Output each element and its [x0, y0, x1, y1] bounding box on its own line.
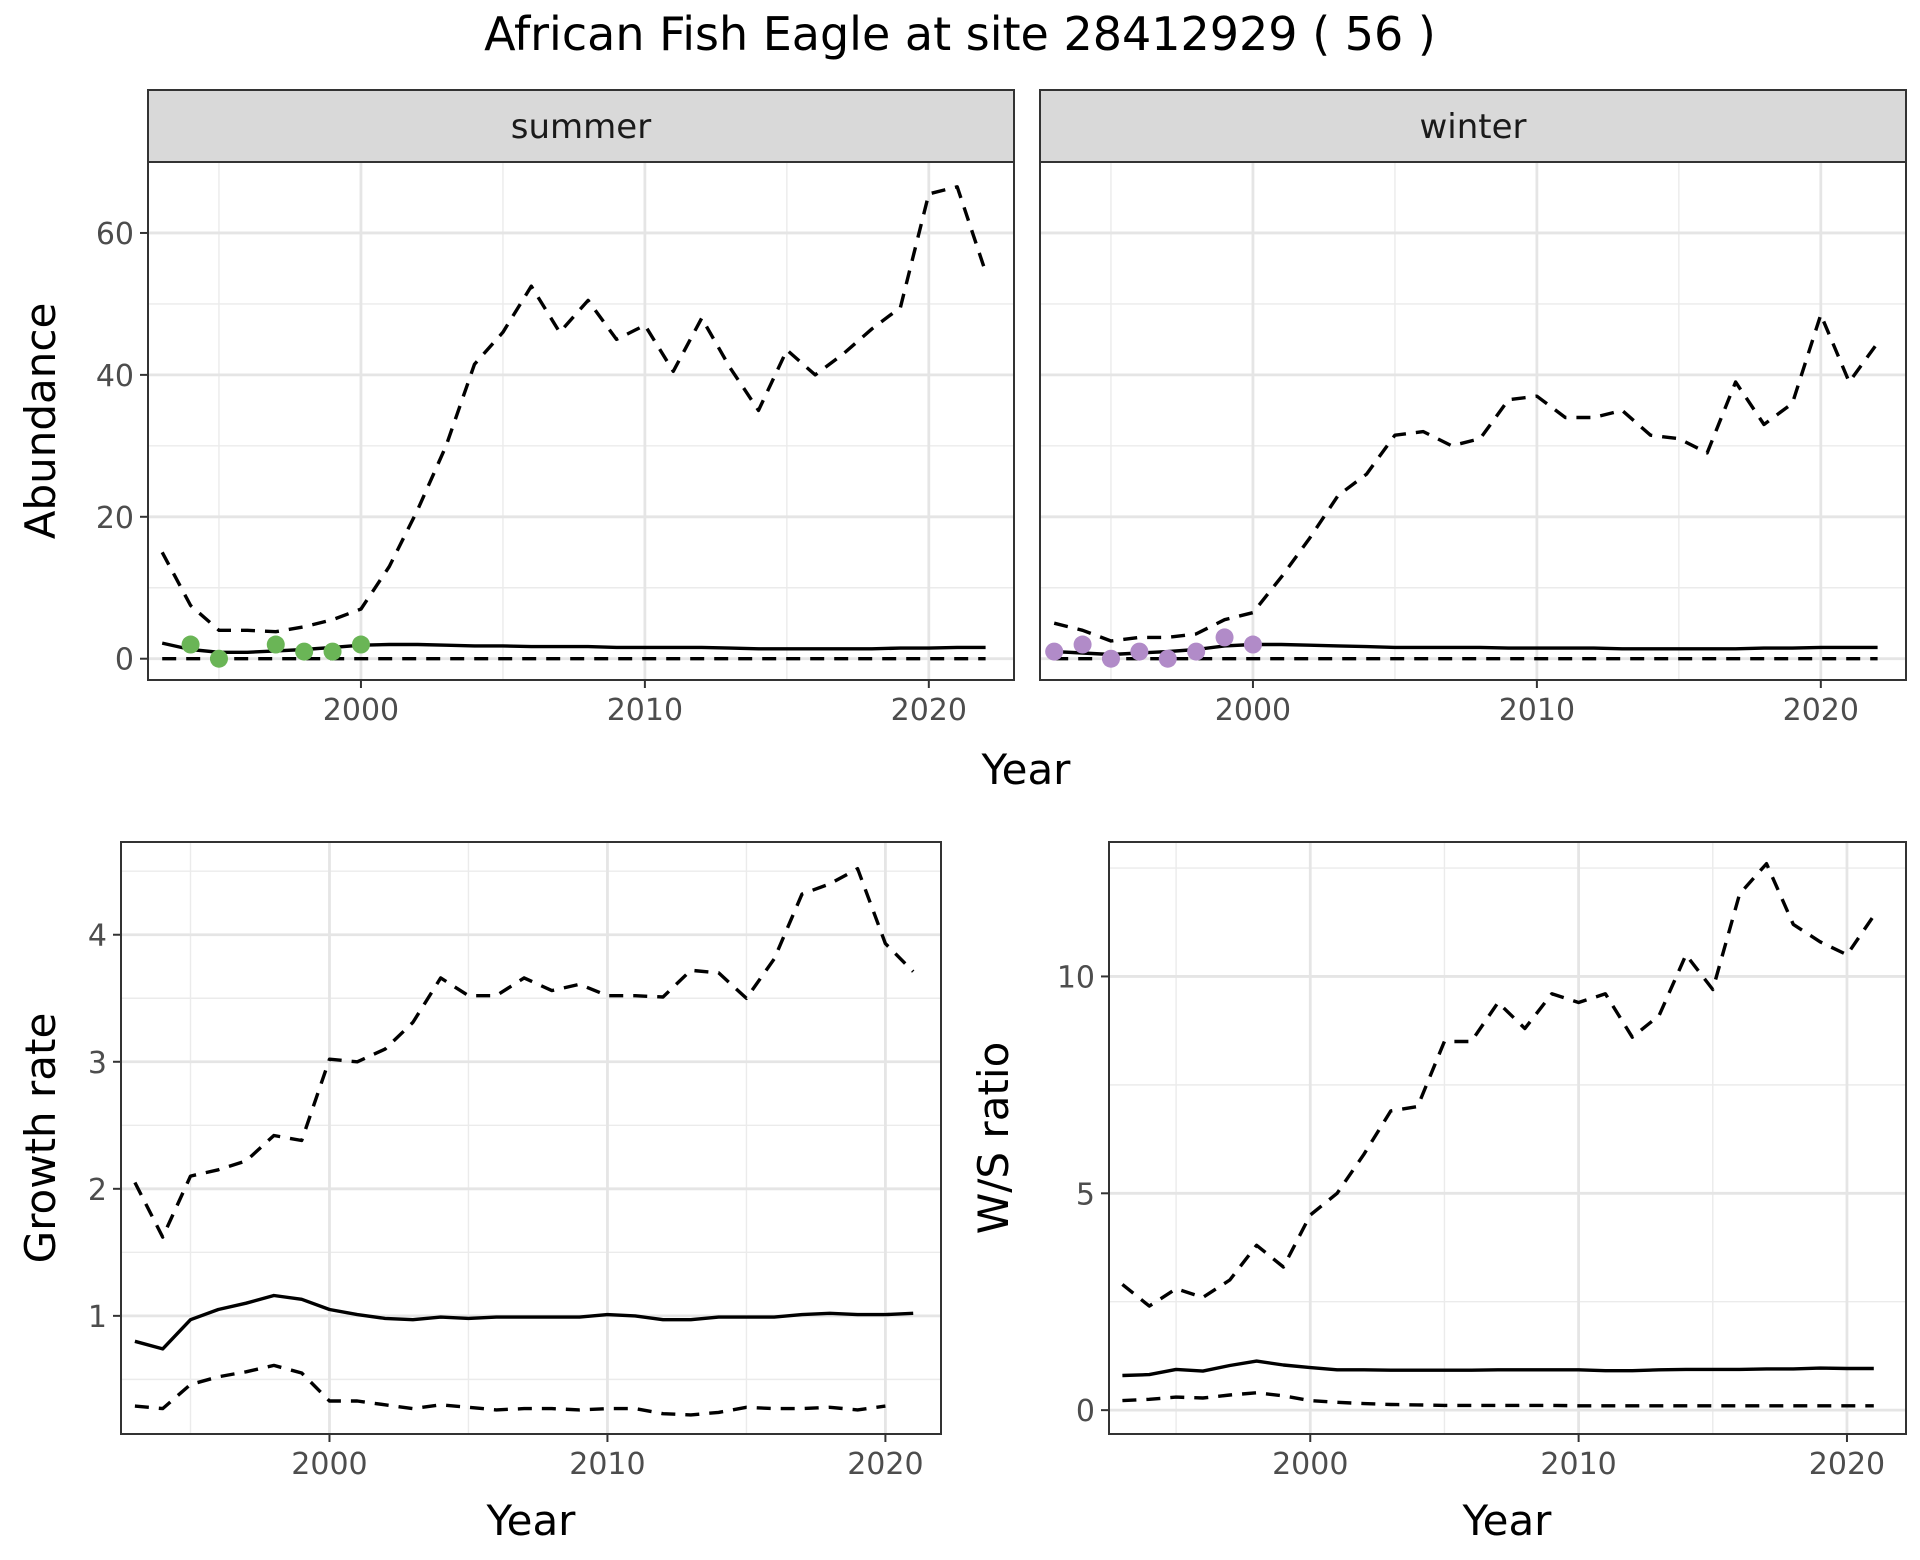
- abundance-y-axis-title: Abundance: [16, 303, 65, 540]
- growth-background: [121, 842, 941, 1434]
- growth-x-tick-label: 2010: [569, 1447, 645, 1482]
- growth-dashed-line-2: [134, 1363, 886, 1417]
- abundance-summer-observed-point: [209, 649, 228, 668]
- abundance-summer-background: [148, 162, 1014, 680]
- ratio-panel: 0 5 10 2000 2010 2020: [1057, 841, 1907, 1482]
- abundance-winter-observed-point: [1045, 642, 1064, 661]
- growth-grid: [121, 842, 941, 1434]
- growth-x-tick-label: 2020: [847, 1447, 923, 1482]
- ratio-x-tick-label: 2020: [1809, 1447, 1885, 1482]
- growth-panel: 1 2 3 4 2000 2010 2020: [88, 841, 942, 1482]
- ratio-dashed-line-2: [1122, 1391, 1874, 1408]
- growth-y-tick-label: 2: [88, 1173, 107, 1208]
- ratio-border: [1108, 841, 1907, 1435]
- abundance-x-axis-title: Year: [981, 745, 1072, 794]
- figure-title: African Fish Eagle at site 28412929 ( 56…: [484, 7, 1436, 61]
- ratio-x-tick-label: 2000: [1272, 1447, 1348, 1482]
- abundance-summer-strip: [147, 89, 1015, 163]
- abundance-winter-observed-points: [1045, 628, 1262, 668]
- growth-y-tick-label: 4: [88, 919, 107, 954]
- abundance-winter-x-tick-label: 2010: [1499, 693, 1575, 728]
- abundance-summer-y-tick-label: 40: [96, 359, 134, 394]
- abundance-winter-observed-point: [1101, 649, 1120, 668]
- ratio-x-tick-label: 2010: [1540, 1447, 1616, 1482]
- abundance-summer-observed-point: [266, 635, 285, 654]
- ratio-y-axis-title: W/S ratio: [969, 1042, 1018, 1235]
- growth-x-axis-title: Year: [486, 1496, 577, 1545]
- growth-y-tick-label: 3: [88, 1046, 107, 1081]
- ratio-y-tick-label: 10: [1057, 960, 1095, 995]
- ratio-y-tick-label: 0: [1076, 1394, 1095, 1429]
- ratio-background: [1109, 842, 1906, 1434]
- abundance-winter-dashed-line-1: [1053, 312, 1879, 643]
- ratio-lines: [1121, 862, 1876, 1408]
- abundance-summer-y-tick-label: 0: [115, 643, 134, 678]
- abundance-summer-dashed-line-1: [160, 185, 988, 634]
- abundance-winter-background: [1040, 162, 1906, 680]
- abundance-winter-observed-point: [1158, 649, 1177, 668]
- abundance-winter-observed-point: [1187, 642, 1206, 661]
- abundance-winter-strip: [1039, 89, 1907, 163]
- abundance-summer-panel: 0 20 40 60 2000 2010 2020 summer: [96, 89, 1015, 728]
- abundance-winter-x-tick-label: 2000: [1215, 693, 1291, 728]
- growth-border: [120, 841, 942, 1435]
- abundance-winter-observed-point: [1073, 635, 1092, 654]
- abundance-summer-y-tick-label: 60: [96, 217, 134, 252]
- ratio-grid: [1109, 842, 1906, 1434]
- abundance-summer-x-tick-label: 2010: [607, 693, 683, 728]
- growth-solid-line-0: [134, 1293, 914, 1351]
- growth-y-axis-title: Growth rate: [16, 1013, 65, 1264]
- ratio-x-axis-title: Year: [1462, 1496, 1553, 1545]
- ratio-solid-line-0: [1122, 1359, 1874, 1378]
- abundance-summer-observed-points: [181, 635, 370, 668]
- growth-lines: [133, 867, 915, 1417]
- abundance-winter-x-tick-label: 2020: [1783, 693, 1859, 728]
- abundance-winter-panel: 2000 2010 2020 winter: [1039, 89, 1907, 728]
- abundance-summer-observed-point: [323, 642, 342, 661]
- abundance-summer-x-tick-label: 2020: [891, 693, 967, 728]
- growth-y-tick-label: 1: [88, 1300, 107, 1335]
- abundance-summer-strip-label: summer: [511, 107, 651, 147]
- abundance-winter-observed-point: [1130, 642, 1149, 661]
- abundance-winter-strip-label: winter: [1419, 107, 1526, 147]
- abundance-summer-x-tick-label: 2000: [323, 693, 399, 728]
- abundance-summer-observed-point: [351, 635, 370, 654]
- ratio-y-tick-label: 5: [1076, 1177, 1095, 1212]
- abundance-winter-observed-point: [1243, 635, 1262, 654]
- abundance-winter-observed-point: [1215, 628, 1234, 647]
- growth-dashed-line-1: [133, 867, 915, 1239]
- ratio-dashed-line-1: [1121, 862, 1876, 1308]
- growth-x-tick-label: 2000: [291, 1447, 367, 1482]
- abundance-summer-observed-point: [295, 642, 314, 661]
- abundance-summer-y-tick-label: 20: [96, 501, 134, 536]
- abundance-summer-observed-point: [181, 635, 200, 654]
